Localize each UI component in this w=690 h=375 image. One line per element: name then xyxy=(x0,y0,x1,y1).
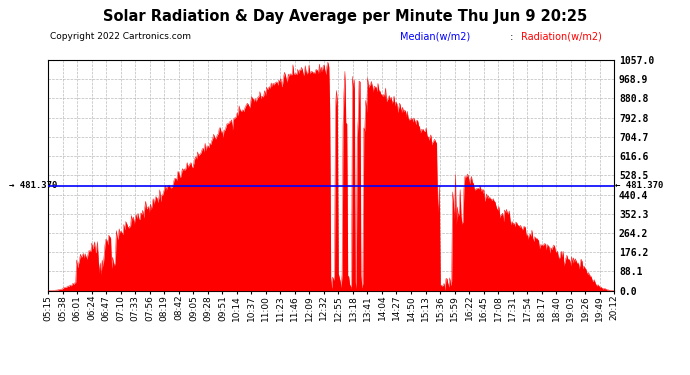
Text: Solar Radiation & Day Average per Minute Thu Jun 9 20:25: Solar Radiation & Day Average per Minute… xyxy=(103,9,587,24)
Text: ← 481.370: ← 481.370 xyxy=(615,181,664,190)
Text: Median(w/m2): Median(w/m2) xyxy=(400,32,471,42)
Text: Radiation(w/m2): Radiation(w/m2) xyxy=(521,32,602,42)
Text: Copyright 2022 Cartronics.com: Copyright 2022 Cartronics.com xyxy=(50,32,190,41)
Text: :: : xyxy=(507,32,517,42)
Text: → 481.370: → 481.370 xyxy=(9,181,57,190)
